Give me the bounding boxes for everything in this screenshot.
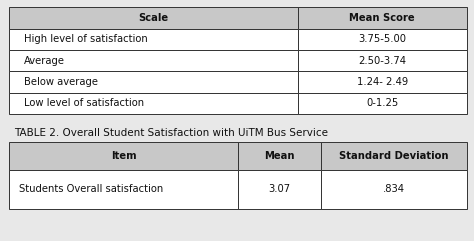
Text: TABLE 2. Overall Student Satisfaction with UiTM Bus Service: TABLE 2. Overall Student Satisfaction wi… [14,127,328,138]
